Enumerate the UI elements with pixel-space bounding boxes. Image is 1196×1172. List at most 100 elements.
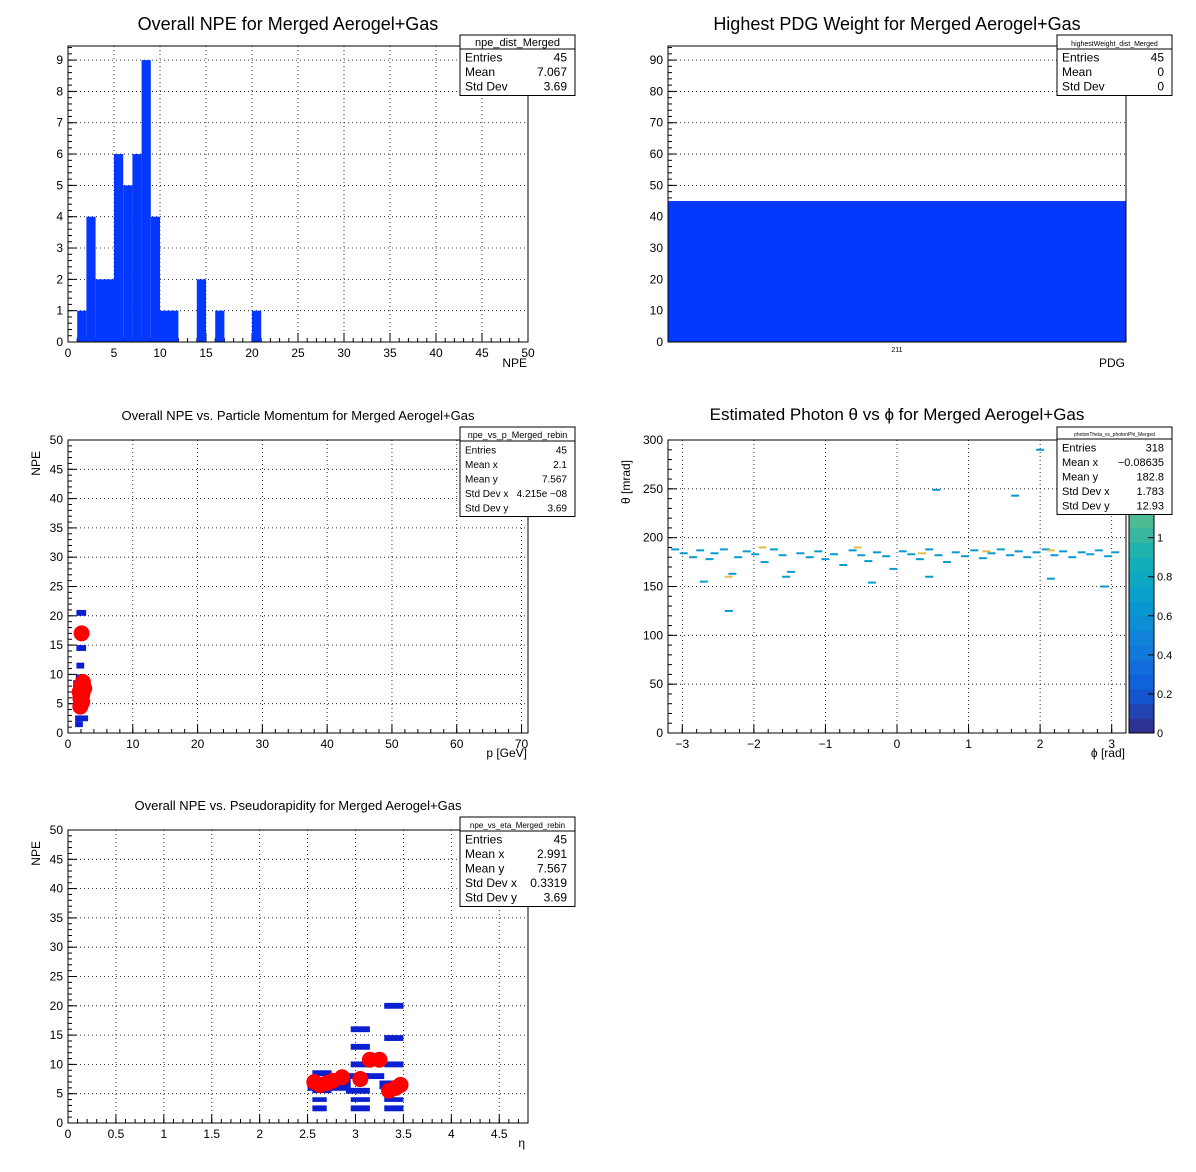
box-cell (365, 1073, 385, 1080)
stats-row-value: 1.783 (1136, 486, 1164, 498)
y-tick-label: 8 (56, 84, 63, 98)
stats-row-value: 3.69 (548, 504, 568, 515)
x-tick-label: 45 (475, 346, 489, 360)
heatmap-cell (934, 554, 943, 557)
x-axis-label: p [GeV] (486, 746, 527, 760)
x-tick-label: 3 (1108, 737, 1115, 751)
chart-title: Overall NPE for Merged Aerogel+Gas (138, 14, 439, 34)
histogram-bar (150, 216, 160, 342)
heatmap-cell (1011, 494, 1020, 497)
heatmap-cell (951, 551, 960, 554)
y-tick-label: 60 (650, 147, 664, 161)
y-tick-label: 5 (56, 1087, 63, 1101)
chart-title: Overall NPE vs. Pseudorapidity for Merge… (135, 798, 462, 813)
npe-vs-momentum-chart: Overall NPE vs. Particle Momentum for Me… (29, 408, 576, 760)
x-tick-label: 10 (153, 346, 167, 360)
x-tick-label: 2 (1037, 737, 1044, 751)
heatmap-cell (778, 554, 787, 557)
heatmap-cell (830, 553, 839, 556)
box-cell (384, 1035, 404, 1041)
y-tick-label: 200 (643, 531, 663, 545)
y-tick-label: 5 (56, 697, 63, 711)
profile-point (352, 1071, 369, 1088)
box-cell (312, 1070, 332, 1077)
stats-row-value: 7.567 (537, 862, 567, 876)
y-tick-label: 2 (56, 272, 63, 286)
stats-row-value: 318 (1146, 443, 1164, 455)
heatmap-cell (915, 558, 924, 561)
y-tick-label: 70 (650, 116, 664, 130)
x-tick-label: 30 (256, 737, 270, 751)
heatmap-cell (805, 556, 814, 559)
heatmap-cell (1023, 556, 1032, 559)
heatmap-cell (705, 558, 714, 561)
histogram-bar (123, 185, 133, 342)
stats-row-label: Std Dev y (1062, 501, 1110, 513)
y-tick-label: 5 (56, 178, 63, 192)
heatmap-cell (898, 550, 907, 553)
x-tick-label: 1.5 (203, 1127, 220, 1141)
histogram-bar (77, 310, 87, 342)
stats-row-label: Std Dev (465, 80, 508, 94)
y-tick-label: 100 (643, 628, 663, 642)
heatmap-cell (1036, 448, 1045, 451)
histogram-bar (160, 310, 179, 342)
box-cell (76, 609, 87, 616)
stats-name: npe_vs_p_Merged_rebin (468, 430, 568, 440)
palette-swatch (1129, 630, 1154, 646)
heatmap-cell (679, 552, 688, 555)
histogram-bar (141, 60, 151, 342)
stats-row-value: 2.991 (537, 847, 567, 861)
histogram-bar (95, 279, 114, 342)
box-cell (384, 1061, 404, 1068)
heatmap-cell (1059, 550, 1068, 553)
y-axis-label: NPE (29, 451, 43, 476)
heatmap-cell (1100, 585, 1109, 588)
y-tick-label: 0 (656, 726, 663, 740)
category-label: 211 (891, 347, 902, 354)
profile-point (371, 1051, 388, 1068)
y-tick-label: 3 (56, 241, 63, 255)
histogram-bar (196, 279, 206, 342)
heatmap-cell (982, 550, 991, 553)
stats-row-value: 0 (1157, 80, 1164, 94)
palette-swatch (1129, 557, 1154, 573)
stats-row-label: Std Dev y (465, 504, 508, 515)
heatmap-cell (1006, 554, 1015, 557)
histogram-bar (252, 310, 262, 342)
box-cell (76, 645, 87, 651)
heatmap-cell (978, 557, 987, 560)
palette-swatch (1129, 703, 1154, 719)
heatmap-cell (821, 558, 830, 561)
heatmap-cell (1046, 549, 1055, 552)
palette-tick-label: 0.4 (1157, 650, 1172, 662)
palette-tick-label: 0 (1157, 728, 1163, 740)
x-tick-label: 0 (65, 737, 72, 751)
palette-tick-label: 0.8 (1157, 572, 1172, 584)
x-tick-label: −2 (747, 737, 761, 751)
palette-swatch (1129, 601, 1154, 617)
heatmap-cell (970, 549, 979, 552)
stats-row-value: 7.567 (542, 475, 567, 486)
x-tick-label: 1 (160, 1127, 167, 1141)
palette-swatch (1129, 571, 1154, 587)
y-tick-label: 10 (50, 667, 64, 681)
box-cell (350, 1043, 370, 1050)
palette-swatch (1129, 527, 1154, 544)
y-tick-label: 0 (56, 1116, 63, 1130)
stats-name: npe_vs_eta_Merged_rebin (470, 821, 565, 830)
heatmap-cell (1094, 549, 1103, 552)
plot-frame (667, 45, 1127, 343)
x-tick-label: 4 (448, 1127, 455, 1141)
x-tick-label: 50 (385, 737, 399, 751)
heatmap-cell (867, 581, 876, 584)
y-tick-label: 0 (56, 726, 63, 740)
heatmap-cell (724, 609, 733, 612)
heatmap-cell (734, 556, 743, 559)
histogram-bar (215, 310, 225, 342)
heatmap-cell (1104, 555, 1113, 558)
heatmap-cell (932, 488, 941, 491)
heatmap-cell (943, 561, 952, 564)
y-tick-label: 9 (56, 53, 63, 67)
x-tick-label: 35 (383, 346, 397, 360)
